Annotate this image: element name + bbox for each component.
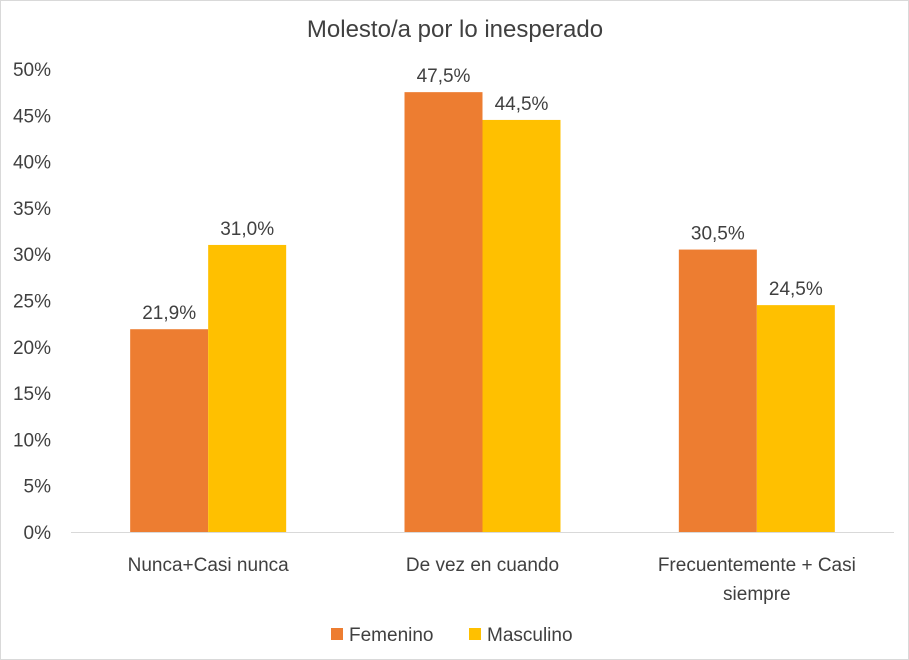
data-label: 44,5%	[495, 94, 549, 115]
data-label: 30,5%	[691, 224, 745, 245]
x-axis: Nunca+Casi nunca De vez en cuando Frecuent…	[128, 555, 856, 605]
value-labels: 21,9% 47,5% 30,5% 31,0% 44,5% 24,5%	[142, 66, 823, 324]
bar-masculino	[482, 119, 561, 533]
y-tick-label: 15%	[13, 384, 51, 405]
y-tick-label: 25%	[13, 292, 51, 313]
bar-femenino	[130, 329, 209, 532]
x-tick-label: Frecuentemente + Casi	[658, 555, 856, 576]
x-tick-label: siempre	[723, 584, 791, 605]
x-tick-label: De vez en cuando	[406, 555, 559, 576]
legend-swatch-femenino	[331, 628, 343, 640]
bar-femenino	[404, 92, 483, 533]
legend-swatch-masculino	[469, 628, 481, 640]
y-tick-label: 0%	[24, 523, 52, 544]
data-label: 47,5%	[417, 66, 471, 87]
data-label: 21,9%	[142, 303, 196, 324]
data-label: 24,5%	[769, 279, 823, 300]
bar-masculino	[208, 244, 287, 532]
bar-masculino	[756, 305, 835, 532]
y-tick-label: 10%	[13, 430, 51, 451]
legend-label: Masculino	[487, 625, 573, 646]
chart-title: Molesto/a por lo inesperado	[307, 16, 603, 43]
y-tick-label: 20%	[13, 338, 51, 359]
bars	[130, 92, 835, 533]
bar-femenino	[678, 249, 757, 532]
y-tick-label: 5%	[24, 477, 52, 498]
y-tick-label: 50%	[13, 60, 51, 81]
y-axis: 0% 5% 10% 15% 20% 25% 30% 35% 40% 45% 50%	[13, 60, 51, 544]
legend-label: Femenino	[349, 625, 434, 646]
y-tick-label: 30%	[13, 245, 51, 266]
x-tick-label: Nunca+Casi nunca	[128, 555, 290, 576]
y-tick-label: 45%	[13, 106, 51, 127]
y-tick-label: 40%	[13, 153, 51, 174]
y-tick-label: 35%	[13, 199, 51, 220]
data-label: 31,0%	[220, 219, 274, 240]
legend: Femenino Masculino	[331, 625, 573, 646]
